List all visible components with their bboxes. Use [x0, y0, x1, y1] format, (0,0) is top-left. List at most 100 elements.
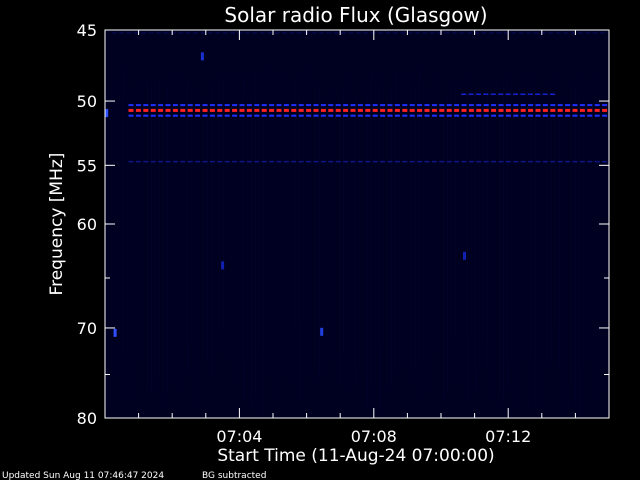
- band-segment: [446, 114, 452, 117]
- band-segment: [585, 32, 591, 34]
- background-streak: [243, 75, 245, 402]
- band-segment: [128, 104, 134, 107]
- background-streak: [139, 82, 141, 335]
- band-segment: [187, 114, 193, 117]
- band-segment: [296, 32, 302, 34]
- band-segment: [357, 160, 363, 163]
- band-segment: [259, 32, 265, 34]
- band-segment: [306, 108, 312, 112]
- band-segment: [165, 114, 171, 117]
- band-segment: [503, 32, 509, 34]
- background-streak: [571, 79, 573, 384]
- signal-spot: [463, 251, 466, 260]
- band-segment: [202, 108, 208, 112]
- band-segment: [587, 108, 593, 112]
- band-segment: [461, 114, 467, 117]
- band-segment: [306, 160, 312, 163]
- band-segment: [431, 160, 437, 163]
- band-segment: [540, 32, 546, 34]
- band-segment: [350, 108, 356, 112]
- background-streak: [211, 90, 213, 375]
- band-segment: [298, 114, 304, 117]
- band-segment: [180, 108, 186, 112]
- band-segment: [141, 32, 147, 34]
- background-streak: [419, 69, 421, 365]
- band-segment: [424, 108, 430, 112]
- band-segment: [365, 160, 371, 163]
- band-segment: [468, 93, 474, 95]
- background-streak: [443, 102, 445, 401]
- band-segment: [431, 114, 437, 117]
- background-streak: [363, 79, 365, 371]
- band-segment: [602, 104, 608, 107]
- frequency-band: [128, 104, 608, 107]
- band-segment: [150, 108, 156, 112]
- band-segment: [402, 108, 408, 112]
- band-segment: [158, 160, 164, 163]
- band-segment: [333, 32, 339, 34]
- signal-spot: [105, 109, 109, 118]
- band-segment: [461, 104, 467, 107]
- band-segment: [431, 108, 437, 112]
- signal-spot: [200, 52, 204, 61]
- band-segment: [548, 32, 554, 34]
- band-segment: [528, 160, 534, 163]
- band-segment: [394, 108, 400, 112]
- band-segment: [111, 32, 117, 34]
- band-segment: [490, 93, 496, 95]
- background-streak: [519, 86, 521, 411]
- x-tick-label: 07:08: [351, 427, 397, 446]
- band-segment: [476, 114, 482, 117]
- background-streak: [503, 82, 505, 404]
- band-segment: [528, 108, 534, 112]
- band-segment: [298, 104, 304, 107]
- band-segment: [579, 108, 585, 112]
- band-segment: [372, 108, 378, 112]
- band-segment: [328, 114, 334, 117]
- band-segment: [158, 114, 164, 117]
- band-segment: [535, 114, 541, 117]
- band-segment: [187, 160, 193, 163]
- band-segment: [461, 93, 467, 95]
- band-segment: [276, 104, 282, 107]
- background-streak: [379, 85, 381, 411]
- background-streak: [227, 79, 229, 361]
- band-segment: [232, 114, 238, 117]
- band-segment: [343, 108, 349, 112]
- band-segment: [365, 108, 371, 112]
- band-segment: [135, 114, 141, 117]
- band-segment: [209, 108, 215, 112]
- band-segment: [230, 32, 236, 34]
- band-segment: [335, 114, 341, 117]
- band-segment: [474, 32, 480, 34]
- background-streak: [515, 104, 517, 367]
- background-streak: [255, 71, 257, 397]
- band-segment: [244, 32, 250, 34]
- band-segment: [528, 114, 534, 117]
- band-segment: [417, 160, 423, 163]
- band-segment: [565, 108, 571, 112]
- background-streak: [259, 65, 261, 351]
- band-segment: [513, 108, 519, 112]
- band-segment: [498, 108, 504, 112]
- band-segment: [602, 114, 608, 117]
- band-segment: [481, 32, 487, 34]
- band-segment: [172, 104, 178, 107]
- background-streak: [455, 88, 457, 340]
- band-segment: [318, 32, 324, 34]
- background-streak: [123, 68, 125, 357]
- band-segment: [239, 104, 245, 107]
- band-segment: [232, 160, 238, 163]
- band-segment: [505, 104, 511, 107]
- background-streak: [423, 80, 425, 407]
- band-segment: [165, 160, 171, 163]
- band-segment: [365, 114, 371, 117]
- band-segment: [187, 104, 193, 107]
- background-streak: [391, 88, 393, 386]
- band-segment: [600, 32, 606, 34]
- frequency-band: [111, 32, 609, 34]
- background-streak: [383, 72, 385, 348]
- band-segment: [579, 104, 585, 107]
- band-segment: [261, 160, 267, 163]
- frequency-band: [128, 108, 608, 112]
